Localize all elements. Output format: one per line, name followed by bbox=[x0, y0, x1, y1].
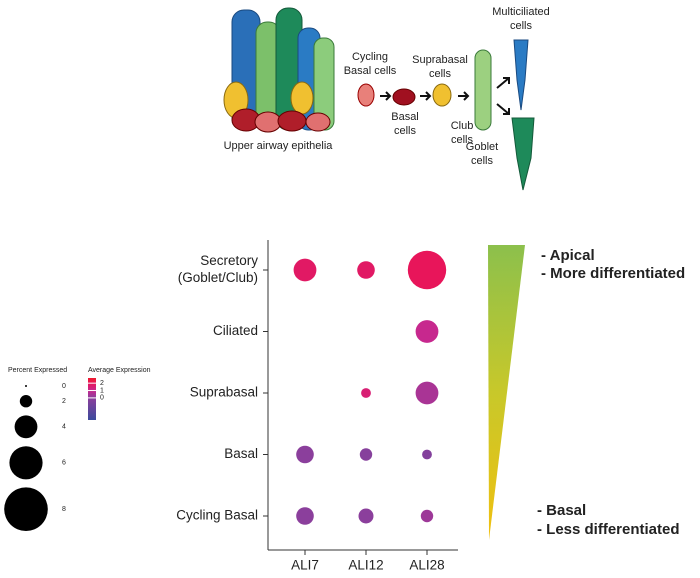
dot bbox=[415, 381, 439, 405]
cell-label: cells bbox=[429, 68, 452, 80]
legend-title: Average Expression bbox=[88, 367, 151, 374]
cell-label: cells bbox=[394, 125, 417, 137]
legend-label: 0 bbox=[62, 383, 66, 390]
cell-label: cells bbox=[471, 155, 494, 167]
illustration bbox=[223, 7, 535, 540]
colorbar-label: 0 bbox=[100, 395, 104, 402]
colorbar-label: 1 bbox=[100, 387, 104, 394]
gradient-label: - Less differentiated bbox=[537, 521, 680, 538]
dot bbox=[407, 250, 447, 290]
dot bbox=[296, 445, 314, 464]
gradient-label: - More differentiated bbox=[541, 265, 685, 282]
gradient-triangle bbox=[488, 245, 525, 540]
cell-label: cells bbox=[451, 134, 474, 146]
dot bbox=[415, 320, 439, 343]
y-tick-label: Basal bbox=[224, 446, 258, 461]
legend-label: 2 bbox=[62, 398, 66, 405]
colorbar bbox=[88, 378, 96, 420]
dot bbox=[293, 258, 317, 282]
dot bbox=[422, 449, 432, 460]
x-tick-label: ALI7 bbox=[291, 558, 319, 573]
dot bbox=[357, 261, 375, 279]
cell-label: Multiciliated bbox=[492, 6, 549, 18]
y-tick-label: (Goblet/Club) bbox=[178, 270, 258, 285]
gradient-label: - Basal bbox=[537, 502, 586, 519]
gradient-label: - Apical bbox=[541, 247, 595, 264]
dot bbox=[361, 388, 371, 398]
cell-label: Suprabasal bbox=[412, 54, 468, 66]
cell-label: Club bbox=[451, 120, 474, 132]
cell-label: Goblet bbox=[466, 141, 498, 153]
cell-label: Cycling bbox=[352, 51, 388, 63]
dot bbox=[296, 507, 314, 525]
dot bbox=[359, 448, 373, 461]
legend-dot bbox=[25, 385, 27, 387]
legend-dot bbox=[4, 487, 48, 531]
cell-label: Basal bbox=[391, 111, 419, 123]
legend-dot bbox=[19, 395, 33, 408]
y-tick-label: Cycling Basal bbox=[176, 508, 258, 523]
legend-dot bbox=[14, 415, 38, 439]
colorbar-label: 2 bbox=[100, 380, 104, 387]
dot bbox=[358, 508, 374, 524]
legend-dot bbox=[9, 446, 43, 480]
x-tick-label: ALI12 bbox=[348, 558, 383, 573]
x-tick-label: ALI28 bbox=[409, 558, 444, 573]
legend-label: 4 bbox=[62, 424, 66, 431]
legend-title: Percent Expressed bbox=[8, 367, 67, 374]
cell-label: Upper airway epithelia bbox=[224, 140, 334, 152]
y-tick-label: Ciliated bbox=[213, 323, 258, 338]
y-tick-label: Secretory bbox=[200, 253, 258, 268]
cell-label: cells bbox=[510, 20, 533, 32]
dot bbox=[420, 509, 434, 523]
y-tick-label: Suprabasal bbox=[190, 385, 258, 400]
legend-label: 8 bbox=[62, 506, 66, 513]
legend-label: 6 bbox=[62, 460, 66, 467]
cell-label: Basal cells bbox=[344, 65, 397, 77]
